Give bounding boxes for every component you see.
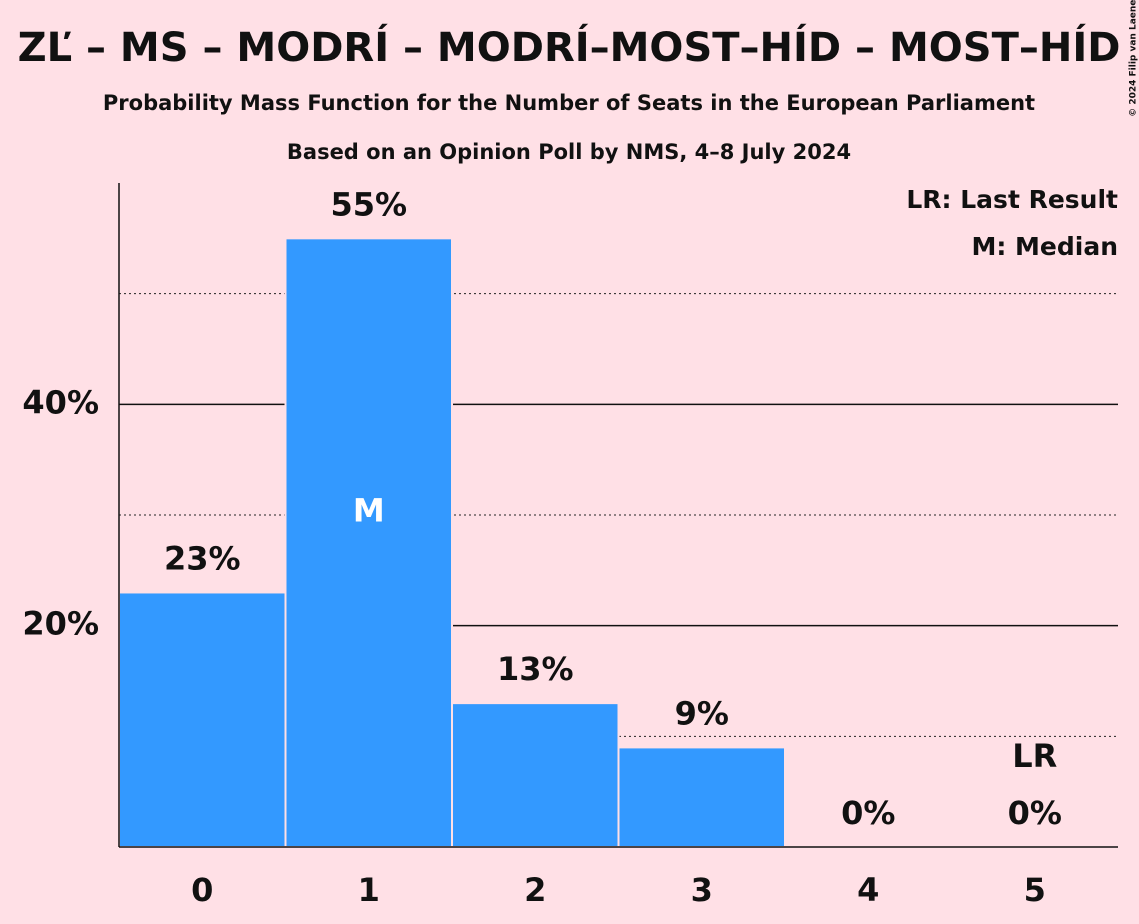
copyright: © 2024 Filip van Laenen: [1129, 0, 1139, 117]
x-tick-label: 4: [857, 871, 879, 909]
legend-entry: LR: Last Result: [906, 185, 1118, 214]
value-label: 55%: [330, 185, 407, 223]
chart-subtitle: Probability Mass Function for the Number…: [103, 91, 1035, 115]
value-label: 0%: [1008, 794, 1062, 832]
value-label: 0%: [841, 794, 895, 832]
value-label: 9%: [675, 694, 729, 732]
bar: [118, 591, 287, 849]
x-tick-label: 5: [1024, 871, 1046, 909]
median-marker: M: [353, 492, 385, 530]
value-label: 23%: [164, 539, 241, 577]
last-result-marker: LR: [1012, 737, 1057, 775]
x-tick-label: 3: [691, 871, 713, 909]
chart-title: ZĽ – MS – MODRÍ – MODRÍ–MOST–HÍD – MOST–…: [18, 23, 1121, 71]
x-tick-label: 2: [524, 871, 546, 909]
y-tick-label: 40%: [22, 383, 99, 421]
bar: [617, 746, 786, 849]
value-label: 13%: [497, 650, 574, 688]
y-tick-label: 20%: [22, 605, 99, 643]
bar: [451, 702, 620, 849]
legend-entry: M: Median: [971, 232, 1118, 261]
x-tick-label: 0: [191, 871, 213, 909]
bar: [284, 237, 453, 849]
chart-subtitle: Based on an Opinion Poll by NMS, 4–8 Jul…: [287, 140, 851, 164]
x-tick-label: 1: [358, 871, 380, 909]
